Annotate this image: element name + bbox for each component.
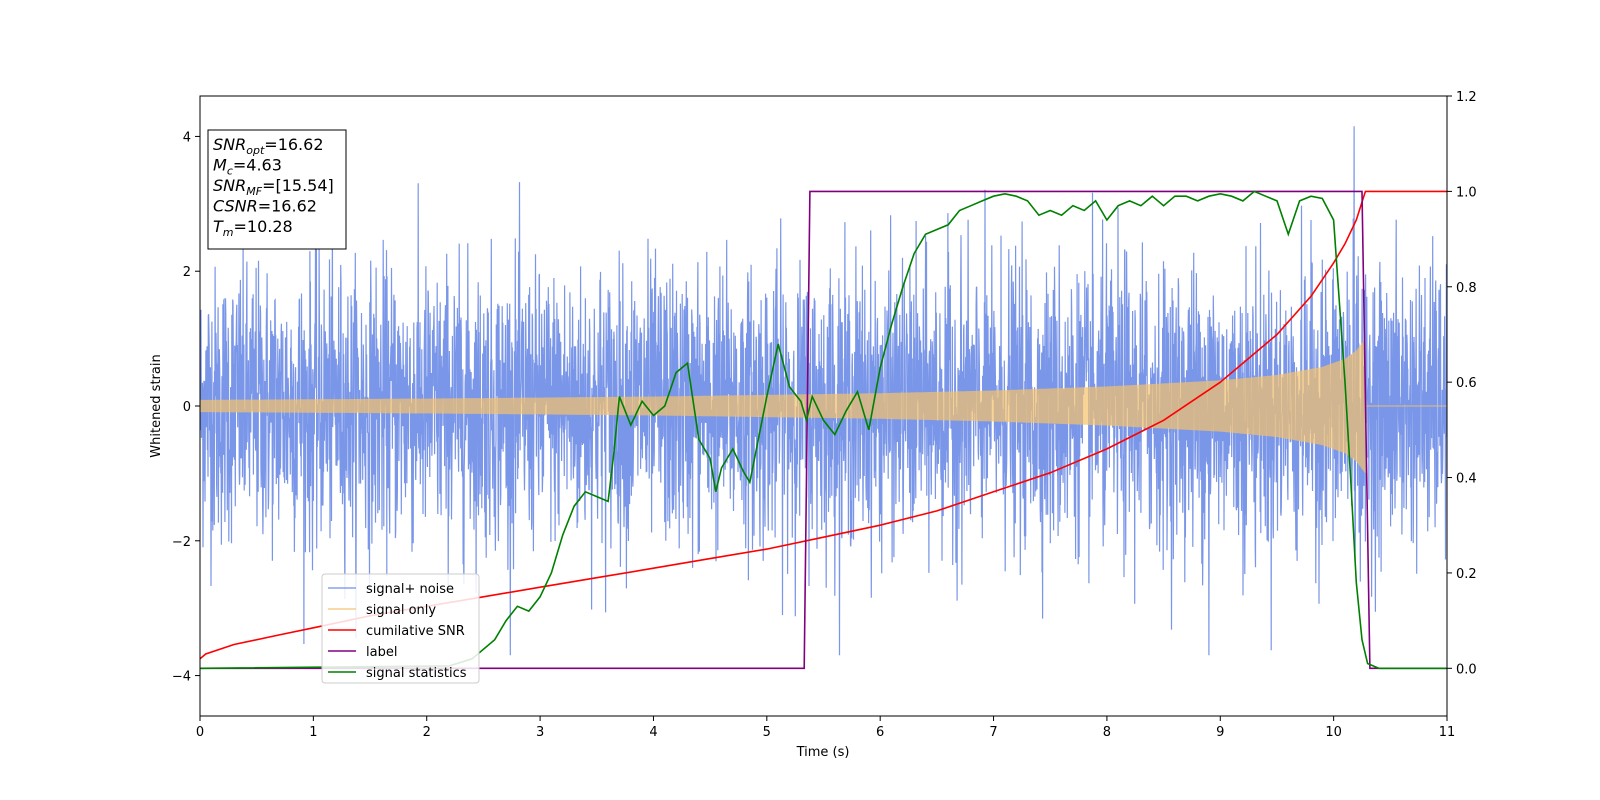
legend-label: label <box>366 645 397 660</box>
x-tick-label: 4 <box>649 725 657 740</box>
annotation-frame <box>207 129 347 250</box>
y-right-tick-label: 1.0 <box>1456 185 1477 200</box>
y-left-tick-label: −4 <box>172 670 191 685</box>
x-tick-label: 5 <box>763 725 771 740</box>
annotation-line: SNRopt=16.62 <box>213 135 324 157</box>
y-right-axis-ticks: 0.0 0.2 0.4 0.6 0.8 1.0 1.2 <box>1447 90 1477 677</box>
y-left-tick-label: 0 <box>183 400 191 415</box>
x-tick-label: 3 <box>536 725 544 740</box>
annotation-line: CSNR=16.62 <box>213 197 317 216</box>
x-tick-label: 9 <box>1216 725 1224 740</box>
x-tick-label: 11 <box>1439 725 1456 740</box>
x-axis-ticks: 0 1 2 3 4 5 6 7 8 9 10 11 <box>196 716 1455 740</box>
annotation-box: SNRopt=16.62Mc=4.63SNRMF=[15.54]CSNR=16.… <box>207 129 347 250</box>
x-tick-label: 7 <box>989 725 997 740</box>
y-right-tick-label: 1.2 <box>1456 90 1477 105</box>
legend-label: signal statistics <box>366 666 467 681</box>
x-tick-label: 6 <box>876 725 884 740</box>
x-tick-label: 1 <box>309 725 317 740</box>
legend-frame <box>321 573 480 684</box>
legend: signal+ noise signal only cumilative SNR la… <box>321 573 480 684</box>
x-axis-label: Time (s) <box>796 745 850 760</box>
series-line-signal-statistics <box>200 190 1447 670</box>
y-axis-label: Whitened strain <box>149 354 164 457</box>
y-right-tick-label: 0.8 <box>1456 281 1477 296</box>
y-left-tick-label: 2 <box>183 265 191 280</box>
y-left-tick-label: 4 <box>183 130 191 145</box>
y-left-axis-ticks: −4 −2 0 2 4 <box>172 130 200 685</box>
y-right-tick-label: 0.2 <box>1456 567 1477 582</box>
annotation-line: Tm=10.28 <box>213 217 293 239</box>
signal-only-line <box>200 339 1447 474</box>
x-tick-label: 2 <box>423 725 431 740</box>
y-right-tick-label: 0.6 <box>1456 376 1477 391</box>
legend-label: signal+ noise <box>366 582 454 597</box>
series-signal-only <box>200 339 1447 474</box>
legend-label: signal only <box>366 603 436 618</box>
x-tick-label: 8 <box>1103 725 1111 740</box>
y-left-tick-label: −2 <box>172 535 191 550</box>
y-right-tick-label: 0.4 <box>1456 472 1477 487</box>
annotation-line: SNRMF=[15.54] <box>213 176 334 198</box>
y-right-tick-label: 0.0 <box>1456 662 1477 677</box>
x-tick-label: 0 <box>196 725 204 740</box>
legend-label: cumilative SNR <box>366 624 465 639</box>
annotation-line: Mc=4.63 <box>213 156 282 178</box>
x-tick-label: 10 <box>1325 725 1342 740</box>
